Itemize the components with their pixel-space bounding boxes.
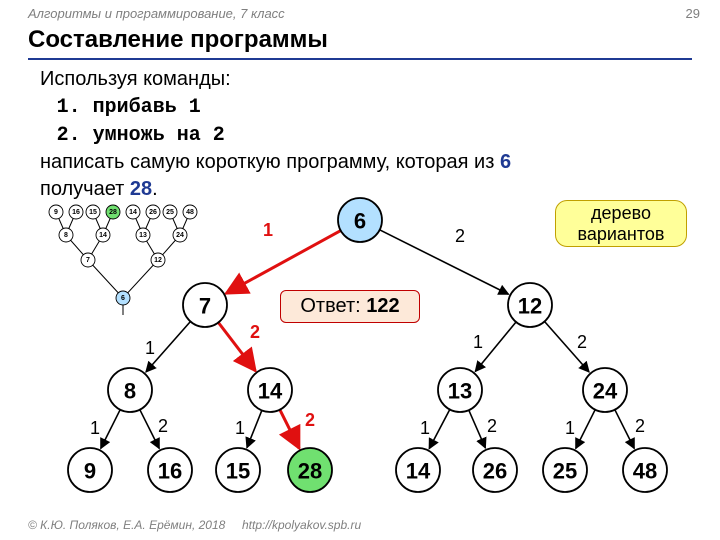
svg-text:16: 16 [158, 459, 182, 484]
svg-text:28: 28 [109, 209, 117, 216]
svg-text:25: 25 [553, 459, 577, 484]
svg-text:6: 6 [354, 209, 366, 234]
svg-text:28: 28 [298, 459, 322, 484]
answer-value: 122 [366, 295, 399, 317]
svg-text:13: 13 [448, 379, 472, 404]
svg-text:12: 12 [518, 294, 542, 319]
svg-text:8: 8 [64, 232, 68, 239]
svg-text:25: 25 [166, 209, 174, 216]
svg-text:2: 2 [487, 416, 497, 436]
svg-text:2: 2 [635, 416, 645, 436]
svg-text:48: 48 [186, 209, 194, 216]
svg-text:24: 24 [593, 379, 618, 404]
svg-text:1: 1 [565, 418, 575, 438]
svg-text:14: 14 [406, 459, 431, 484]
svg-text:15: 15 [89, 209, 97, 216]
variant-tree-thumb: 6 7 12 8 14 13 24 9 16 15 28 14 26 25 48 [48, 200, 198, 315]
svg-text:2: 2 [305, 410, 315, 430]
svg-text:2: 2 [577, 332, 587, 352]
svg-text:6: 6 [121, 295, 125, 302]
svg-text:26: 26 [483, 459, 507, 484]
svg-text:14: 14 [129, 209, 137, 216]
footer: © К.Ю. Поляков, Е.А. Ерёмин, 2018 http:/… [28, 518, 361, 532]
svg-text:48: 48 [633, 459, 657, 484]
svg-text:1: 1 [235, 418, 245, 438]
svg-text:9: 9 [84, 459, 96, 484]
svg-text:8: 8 [124, 379, 136, 404]
svg-text:1: 1 [420, 418, 430, 438]
svg-text:14: 14 [258, 379, 283, 404]
svg-text:12: 12 [154, 257, 162, 264]
svg-text:2: 2 [158, 416, 168, 436]
svg-text:7: 7 [86, 257, 90, 264]
svg-text:1: 1 [90, 418, 100, 438]
svg-text:14: 14 [99, 232, 107, 239]
svg-text:1: 1 [473, 332, 483, 352]
svg-text:2: 2 [250, 322, 260, 342]
answer-box: Ответ: 122 [280, 290, 420, 323]
answer-label: Ответ: [300, 295, 366, 317]
svg-text:7: 7 [199, 294, 211, 319]
svg-text:16: 16 [72, 209, 80, 216]
svg-text:2: 2 [455, 226, 465, 246]
svg-text:9: 9 [54, 209, 58, 216]
svg-text:13: 13 [139, 232, 147, 239]
footer-link[interactable]: http://kpolyakov.spb.ru [242, 518, 361, 532]
svg-text:15: 15 [226, 459, 250, 484]
tree-caption: деревовариантов [555, 200, 687, 247]
svg-text:1: 1 [263, 220, 273, 240]
svg-text:24: 24 [176, 232, 184, 239]
copyright: © К.Ю. Поляков, Е.А. Ерёмин, 2018 [28, 518, 225, 532]
svg-text:1: 1 [145, 338, 155, 358]
svg-text:26: 26 [149, 209, 157, 216]
